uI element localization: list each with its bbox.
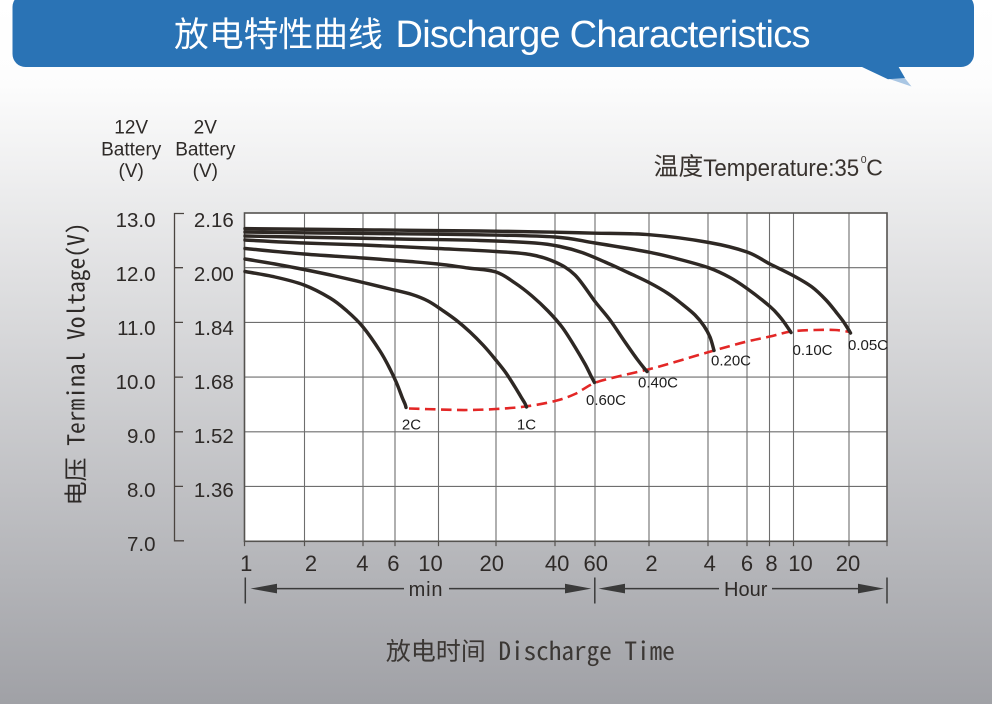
svg-text:1.68: 1.68 <box>194 371 234 394</box>
svg-text:11.0: 11.0 <box>117 317 155 340</box>
svg-text:6: 6 <box>741 551 753 576</box>
svg-text:2V: 2V <box>194 118 218 139</box>
svg-text:(V): (V) <box>119 161 144 182</box>
svg-text:Discharge Characteristics: Discharge Characteristics <box>396 14 811 56</box>
svg-text:4: 4 <box>704 551 716 576</box>
svg-text:Hour: Hour <box>724 579 768 601</box>
svg-text:2.00: 2.00 <box>194 263 234 286</box>
svg-text:0.60C: 0.60C <box>586 392 626 409</box>
svg-text:1.52: 1.52 <box>194 425 234 448</box>
svg-text:Battery: Battery <box>101 140 162 161</box>
svg-text:12V: 12V <box>114 118 148 139</box>
svg-text:0: 0 <box>861 154 867 166</box>
svg-text:1C: 1C <box>517 416 536 433</box>
svg-text:0.20C: 0.20C <box>711 352 751 369</box>
svg-text:7.0: 7.0 <box>127 533 156 556</box>
svg-text:10.0: 10.0 <box>116 371 156 394</box>
svg-text:1.84: 1.84 <box>194 317 234 340</box>
svg-text:2: 2 <box>305 551 317 576</box>
svg-text:40: 40 <box>545 551 569 576</box>
svg-text:0.05C: 0.05C <box>848 337 888 354</box>
svg-text:20: 20 <box>836 551 860 576</box>
svg-text:Battery: Battery <box>175 140 236 161</box>
svg-text:1: 1 <box>240 551 252 576</box>
svg-text:10: 10 <box>788 551 812 576</box>
svg-text:6: 6 <box>387 551 399 576</box>
svg-text:1.36: 1.36 <box>194 479 234 502</box>
svg-text:0.40C: 0.40C <box>638 374 678 391</box>
svg-text:2: 2 <box>645 551 657 576</box>
svg-text:13.0: 13.0 <box>116 209 156 232</box>
svg-text:2C: 2C <box>402 416 421 433</box>
svg-text:2.16: 2.16 <box>194 209 234 232</box>
svg-text:0.10C: 0.10C <box>792 342 832 359</box>
svg-text:(V): (V) <box>193 161 218 182</box>
svg-text:9.0: 9.0 <box>127 425 156 448</box>
svg-text:60: 60 <box>584 551 608 576</box>
svg-text:8.0: 8.0 <box>127 479 156 502</box>
svg-text:min: min <box>409 579 444 601</box>
svg-text:10: 10 <box>418 551 442 576</box>
svg-text:Temperature:35: Temperature:35 <box>703 155 859 182</box>
svg-text:4: 4 <box>356 551 368 576</box>
svg-text:C: C <box>866 155 883 181</box>
svg-text:8: 8 <box>765 551 777 576</box>
svg-text:20: 20 <box>480 551 504 576</box>
svg-text:12.0: 12.0 <box>116 263 156 286</box>
